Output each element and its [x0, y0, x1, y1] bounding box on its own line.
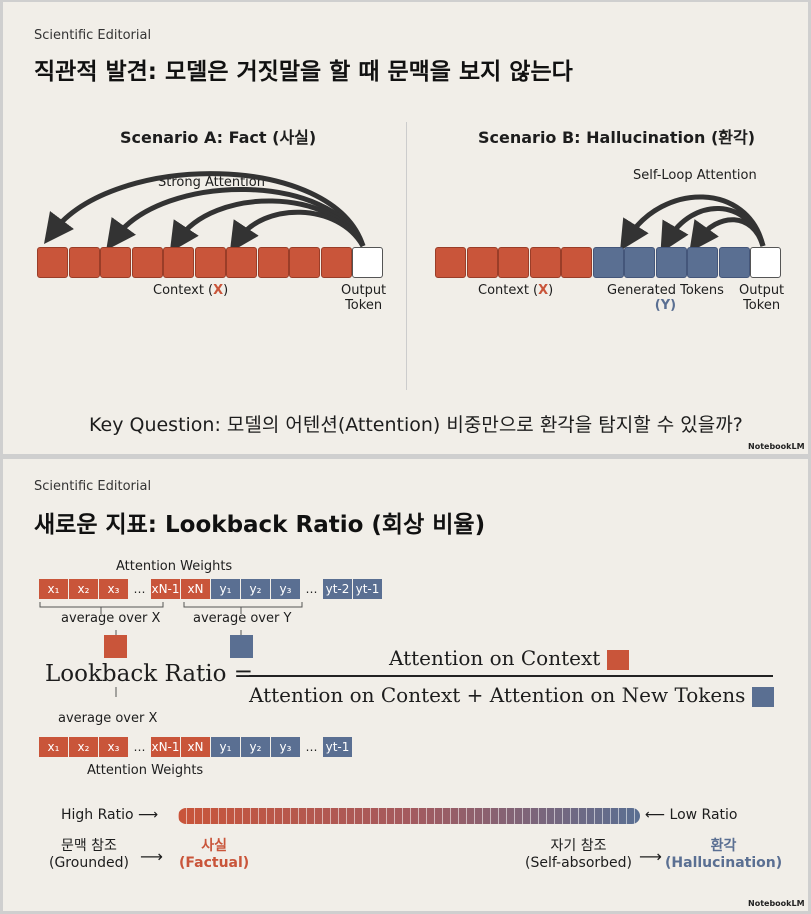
context-token — [131, 247, 163, 278]
divider — [406, 122, 407, 390]
hallucination-label: 환각 (Hallucination) — [665, 838, 783, 871]
attention-weights-label-bottom: Attention Weights — [87, 763, 204, 778]
attention-weights-label-top: Attention Weights — [116, 559, 233, 574]
token-x: x₂ — [69, 579, 99, 599]
context-token — [498, 247, 529, 278]
context-token — [561, 247, 592, 278]
context-token — [194, 247, 226, 278]
average-over-y: average over Y — [193, 611, 292, 626]
context-token — [163, 247, 194, 278]
context-token — [68, 247, 100, 278]
token-y: yt-1 — [353, 579, 383, 599]
token-y: y₂ — [241, 579, 271, 599]
lookback-ratio-lhs: Lookback Ratio = — [45, 661, 254, 687]
factual-label: 사실 (Factual) — [179, 838, 250, 871]
context-label-b: Context (X) — [478, 283, 554, 298]
context-token — [37, 247, 68, 278]
numerator: Attention on Context — [389, 646, 629, 670]
generated-token — [687, 247, 718, 278]
strong-attention-label: Strong Attention — [158, 175, 265, 190]
token-x: x₁ — [39, 737, 69, 757]
high-ratio-label: High Ratio ⟶ — [61, 807, 159, 823]
token-y: yt-1 — [323, 737, 353, 757]
arrow-right-icon: ⟶ — [639, 847, 662, 866]
generated-token — [718, 247, 750, 278]
arrow-right-icon: ⟶ — [140, 847, 163, 866]
output-token-label-a: Output Token — [341, 283, 387, 313]
token-x: xN-1 — [151, 737, 181, 757]
top-token-row: x₁ x₂ x₃… xN-1 xN y₁ y₂ y₃… yt-2 yt-1 — [39, 579, 383, 599]
token-y: … — [301, 579, 323, 599]
generated-average-square — [230, 635, 253, 658]
slide-lookback-ratio: Scientific Editorial 새로운 지표: Lookback Ra… — [3, 459, 808, 911]
grounded-label: 문맥 참조 (Grounded) — [49, 838, 129, 871]
kicker: Scientific Editorial — [34, 479, 152, 494]
attention-arcs — [43, 171, 766, 253]
average-over-x-top: average over X — [61, 611, 161, 626]
slide-title: 직관적 발견: 모델은 거짓말을 할 때 문맥을 보지 않는다 — [34, 59, 573, 85]
fraction-bar — [249, 675, 773, 677]
token-x: x₃ — [99, 737, 129, 757]
self-absorbed-label: 자기 참조 (Self-absorbed) — [525, 838, 632, 871]
token-y: y₁ — [211, 737, 241, 757]
key-question: Key Question: 모델의 어텐션(Attention) 비중만으로 환… — [89, 414, 743, 436]
slide-intuition: Scientific Editorial 직관적 발견: 모델은 거짓말을 할 … — [3, 2, 808, 454]
token-x: … — [129, 737, 151, 757]
output-token — [750, 247, 781, 278]
slide-title: 새로운 지표: Lookback Ratio (회상 비율) — [34, 512, 486, 538]
context-average-square — [104, 635, 127, 658]
generated-token — [624, 247, 655, 278]
self-loop-label: Self-Loop Attention — [633, 168, 757, 183]
token-x: … — [129, 579, 151, 599]
token-x: x₂ — [69, 737, 99, 757]
brackets — [39, 602, 303, 697]
low-ratio-label: ⟵ Low Ratio — [645, 807, 738, 823]
notebooklm-logo: NotebookLM — [748, 442, 805, 451]
token-x: xN — [181, 579, 211, 599]
context-token — [435, 247, 466, 278]
context-token — [466, 247, 498, 278]
output-token — [352, 247, 383, 278]
bottom-token-row: x₁ x₂ x₃… xN-1 xN y₁ y₂ y₃… yt-1 — [39, 737, 353, 757]
token-x: x₃ — [99, 579, 129, 599]
context-token — [289, 247, 320, 278]
denominator: Attention on Context + Attention on New … — [249, 683, 774, 707]
token-y: … — [301, 737, 323, 757]
average-over-x-bottom: average over X — [58, 711, 158, 726]
token-y: yt-2 — [323, 579, 353, 599]
token-y: y₁ — [211, 579, 241, 599]
context-label-a: Context (X) — [153, 283, 229, 298]
token-y: y₂ — [241, 737, 271, 757]
notebooklm-logo: NotebookLM — [748, 899, 805, 908]
context-token — [257, 247, 289, 278]
token-x: xN — [181, 737, 211, 757]
token-x: x₁ — [39, 579, 69, 599]
scenario-a-title: Scenario A: Fact (사실) — [120, 128, 317, 147]
context-token — [320, 247, 352, 278]
kicker: Scientific Editorial — [34, 28, 152, 43]
context-token — [226, 247, 257, 278]
scenario-b-title: Scenario B: Hallucination (환각) — [478, 128, 756, 147]
generated-token — [592, 247, 624, 278]
token-x: xN-1 — [151, 579, 181, 599]
generated-tokens-label: Generated Tokens (Y) — [607, 283, 724, 313]
context-token — [100, 247, 131, 278]
ratio-gradient-bar — [178, 808, 640, 824]
output-token-label-b: Output Token — [739, 283, 785, 313]
token-y: y₃ — [271, 737, 301, 757]
generated-token — [655, 247, 687, 278]
context-token — [529, 247, 561, 278]
token-y: y₃ — [271, 579, 301, 599]
